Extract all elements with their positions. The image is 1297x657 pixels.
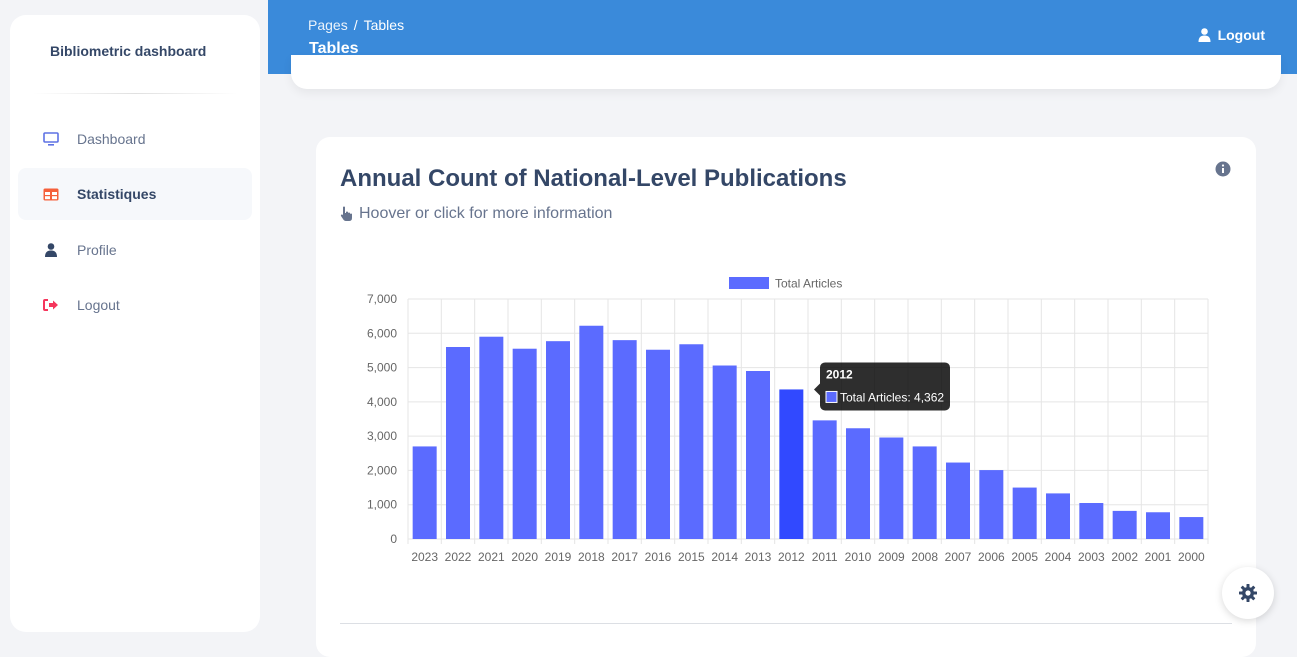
y-tick-label: 7,000 xyxy=(367,292,397,306)
card-title: Annual Count of National-Level Publicati… xyxy=(340,165,847,192)
x-tick-label: 2014 xyxy=(711,550,738,564)
breadcrumb-root[interactable]: Pages xyxy=(308,17,348,33)
breadcrumb-current: Tables xyxy=(363,17,405,33)
gear-icon xyxy=(1239,584,1257,602)
x-tick-label: 2022 xyxy=(445,550,472,564)
chart-bar xyxy=(412,446,437,539)
x-tick-label: 2008 xyxy=(911,550,938,564)
hint-label: Hoover or click for more information xyxy=(359,205,613,222)
brand-title[interactable]: Bibliometric dashboard xyxy=(50,43,207,59)
y-tick-label: 5,000 xyxy=(367,361,397,375)
sidebar-divider xyxy=(32,93,238,94)
x-tick-label: 2009 xyxy=(878,550,905,564)
tooltip-caret xyxy=(814,383,820,396)
x-tick-label: 2011 xyxy=(812,550,838,564)
tooltip-swatch xyxy=(825,390,838,403)
chart-bar xyxy=(1079,503,1104,539)
chart-bar xyxy=(879,437,904,539)
chart-bar xyxy=(579,325,604,539)
sidebar-item-label: Dashboard xyxy=(77,131,146,147)
logout-button[interactable]: Logout xyxy=(1198,27,1265,43)
chart-bar xyxy=(1046,493,1070,539)
y-tick-label: 4,000 xyxy=(367,395,397,409)
x-tick-label: 2003 xyxy=(1078,550,1105,564)
y-tick-label: 3,000 xyxy=(367,429,397,443)
chart-bar xyxy=(912,446,937,539)
legend-label: Total Articles xyxy=(775,277,842,291)
chart-bar xyxy=(512,348,537,539)
x-tick-label: 2007 xyxy=(945,550,972,564)
chart-bar xyxy=(479,336,504,539)
breadcrumb-separator: / xyxy=(353,17,358,33)
x-tick-label: 2010 xyxy=(845,550,872,564)
x-tick-label: 2020 xyxy=(511,550,538,564)
chart-bar xyxy=(946,462,970,539)
sidebar-item-label: Profile xyxy=(77,242,117,258)
chart-bar xyxy=(1012,487,1037,539)
user-icon xyxy=(43,242,59,258)
sidebar-item-dashboard[interactable]: Dashboard xyxy=(18,113,252,165)
x-tick-label: 2016 xyxy=(645,550,672,564)
x-tick-label: 2000 xyxy=(1178,550,1205,564)
y-tick-label: 1,000 xyxy=(367,498,397,512)
settings-button[interactable] xyxy=(1222,567,1274,619)
header-card xyxy=(291,55,1281,89)
hint-text: Hoover or click for more information xyxy=(340,205,612,223)
x-tick-label: 2023 xyxy=(411,550,438,564)
y-tick-label: 6,000 xyxy=(367,326,397,340)
legend-swatch xyxy=(729,277,769,289)
chart-bar xyxy=(1179,517,1204,539)
chart-bar xyxy=(679,344,704,539)
chart-bar xyxy=(712,365,737,539)
x-tick-label: 2012 xyxy=(778,550,805,564)
chart-bar xyxy=(1112,510,1137,539)
chart-bar xyxy=(979,470,1004,539)
sidebar-item-profile[interactable]: Profile xyxy=(18,224,252,276)
chart-bar xyxy=(1146,512,1170,539)
logout-label: Logout xyxy=(1217,27,1265,43)
pointer-hand-icon xyxy=(340,206,352,221)
chart-bar xyxy=(646,349,670,539)
chart-bar xyxy=(779,389,804,539)
y-tick-label: 2,000 xyxy=(367,463,397,477)
x-tick-label: 2005 xyxy=(1011,550,1038,564)
x-tick-label: 2006 xyxy=(978,550,1005,564)
monitor-icon xyxy=(43,131,59,147)
x-tick-label: 2018 xyxy=(578,550,605,564)
sidebar-item-logout[interactable]: Logout xyxy=(18,279,252,331)
info-icon[interactable] xyxy=(1215,161,1231,182)
tooltip-label: Total Articles: 4,362 xyxy=(840,390,944,404)
chart-bar xyxy=(546,341,570,539)
tooltip-box xyxy=(820,362,950,411)
sign-out-icon xyxy=(43,297,59,313)
x-tick-label: 2004 xyxy=(1045,550,1072,564)
card-divider xyxy=(340,623,1232,624)
chart-bar xyxy=(812,420,837,539)
chart-bar xyxy=(746,371,770,539)
chart-card: Annual Count of National-Level Publicati… xyxy=(316,137,1256,657)
x-tick-label: 2002 xyxy=(1111,550,1138,564)
x-tick-label: 2001 xyxy=(1145,550,1172,564)
page-title: Tables xyxy=(309,40,359,57)
x-tick-label: 2017 xyxy=(611,550,638,564)
table-icon xyxy=(43,186,59,202)
x-tick-label: 2019 xyxy=(545,550,572,564)
y-tick-label: 0 xyxy=(390,532,397,546)
chart-bar xyxy=(446,347,470,539)
chart-bar xyxy=(612,340,637,539)
x-tick-label: 2021 xyxy=(478,550,505,564)
sidebar: Bibliometric dashboard Dashboard Statist… xyxy=(10,15,260,632)
user-icon xyxy=(1198,28,1211,42)
bar-chart[interactable]: 0 1,000 2,000 3,000 4,000 5,000 6,000 7,000 2023… xyxy=(316,137,1256,577)
x-tick-label: 2013 xyxy=(745,550,772,564)
breadcrumb: Pages / Tables xyxy=(308,17,404,33)
x-tick-label: 2015 xyxy=(678,550,705,564)
sidebar-item-label: Statistiques xyxy=(77,186,157,202)
tooltip-title: 2012 xyxy=(826,367,853,381)
sidebar-item-statistiques[interactable]: Statistiques xyxy=(18,168,252,220)
chart-bar xyxy=(846,428,870,539)
sidebar-item-label: Logout xyxy=(77,297,120,313)
